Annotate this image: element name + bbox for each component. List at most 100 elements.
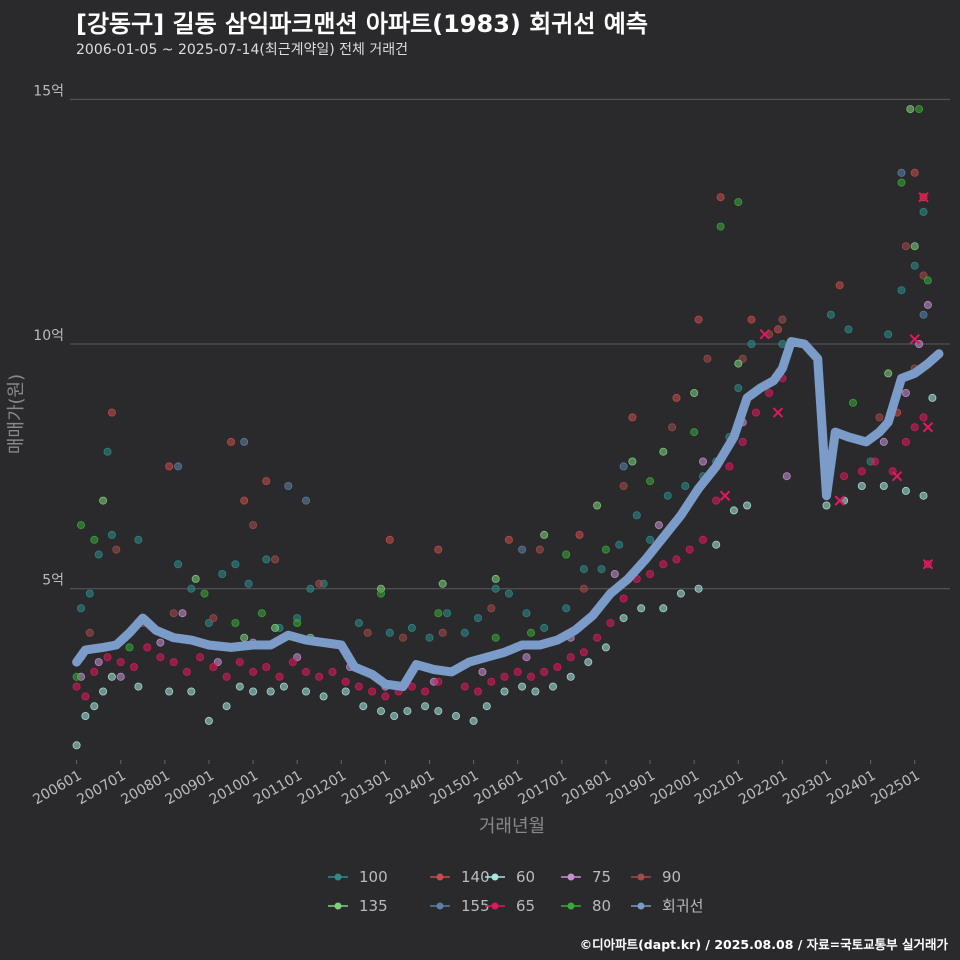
y-tick-label: 10억 [33,328,64,344]
data-point-140 [385,535,394,544]
data-point-65 [910,423,919,432]
data-point-65 [354,682,363,691]
data-point-100 [103,447,112,456]
data-point-65 [235,658,244,667]
x-marker [834,495,845,506]
data-point-100 [540,623,549,632]
data-point-100 [174,560,183,569]
data-point-100 [460,628,469,637]
data-point-60 [222,702,231,711]
data-point-75 [610,570,619,579]
data-point-75 [923,300,932,309]
data-point-60 [390,712,399,721]
data-point-155 [919,310,928,319]
x-marker [772,407,784,418]
data-point-90 [619,481,628,490]
grid-lines [70,98,950,590]
data-point-100 [522,609,531,618]
x-marker [719,490,731,501]
data-point-65 [407,682,416,691]
data-point-80 [849,398,858,407]
data-point-90 [738,354,747,363]
data-point-80 [491,633,500,642]
data-point-90 [438,628,447,637]
data-point-100 [681,481,690,490]
data-point-65 [249,667,258,676]
legend-label: 135 [359,897,388,915]
legend-swatch-dot [637,873,645,881]
data-point-140 [226,437,235,446]
data-point-60 [637,604,646,613]
data-point-100 [504,589,513,598]
x-tick-label: 200901 [163,768,217,809]
data-point-65 [156,653,165,662]
data-point-65 [341,677,350,686]
data-point-65 [421,687,430,696]
data-point-140 [504,535,513,544]
data-point-60 [857,481,866,490]
data-point-100 [910,261,919,270]
x-tick-label: 201901 [604,768,658,809]
data-point-60 [712,540,721,549]
data-point-60 [822,501,831,510]
data-point-65 [129,663,138,672]
data-point-75 [879,437,888,446]
data-point-60 [619,614,628,623]
x-marker [918,192,929,203]
data-point-65 [500,672,509,681]
data-point-60 [549,682,558,691]
data-point-155 [240,437,249,446]
legend-swatch-dot [567,902,575,910]
data-point-140 [774,325,783,334]
data-point-80 [125,643,134,652]
data-point-75 [478,667,487,676]
data-point-60 [919,491,928,500]
x-marker [891,470,903,482]
data-point-155 [301,496,310,505]
data-point-60 [359,702,368,711]
x-tick-label: 201501 [427,768,481,809]
data-point-100 [491,584,500,593]
data-point-100 [134,535,143,544]
legend-label: 90 [662,868,681,886]
data-point-60 [421,702,430,711]
data-point-155 [897,168,906,177]
legend: 100 140 60 75 90 135 155 65 80 회귀선 [328,868,703,915]
legend-swatch-dot [637,902,645,910]
legend-label: 60 [516,868,535,886]
data-point-65 [143,643,152,652]
data-point-90 [703,354,712,363]
data-point-135 [884,369,893,378]
data-point-60 [90,702,99,711]
data-point-135 [910,242,919,251]
data-point-100 [262,555,271,564]
data-point-100 [826,310,835,319]
data-point-65 [540,667,549,676]
data-point-75 [901,388,910,397]
y-axis-title: 매매가(원) [6,374,27,454]
data-point-65 [169,658,178,667]
data-point-60 [434,707,443,716]
legend-item: 80 [561,897,611,915]
data-point-60 [729,506,738,515]
data-point-75 [699,457,708,466]
y-tick-label: 5억 [42,573,64,589]
legend-item: 135 [328,897,388,915]
legend-item: 60 [485,868,535,886]
data-point-90 [668,423,677,432]
data-point-100 [107,530,116,539]
data-point-65 [381,692,390,701]
data-point-65 [262,663,271,672]
data-point-65 [315,672,324,681]
data-point-100 [354,619,363,628]
data-point-140 [694,315,703,324]
x-tick-label: 201601 [471,768,525,809]
x-marker [922,422,934,433]
data-point-100 [94,550,103,559]
data-point-140 [165,462,174,471]
legend-label: 100 [359,868,388,886]
data-point-60 [584,658,593,667]
x-tick-label: 202101 [692,768,746,809]
axis-labels: 5억10억15억20060120070120080120090120100120… [30,83,922,808]
data-point-100 [646,535,655,544]
